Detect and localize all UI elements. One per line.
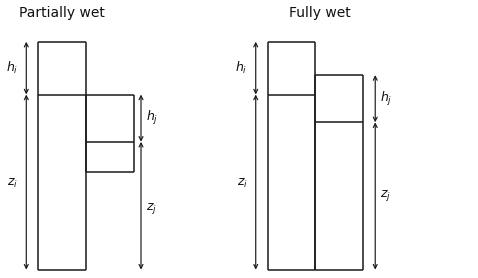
Text: Partially wet: Partially wet — [19, 6, 105, 19]
Text: $z_i$: $z_i$ — [7, 177, 18, 190]
Text: $h_i$: $h_i$ — [235, 60, 248, 76]
Text: $h_j$: $h_j$ — [146, 109, 158, 127]
Text: $h_j$: $h_j$ — [380, 90, 392, 108]
Text: $z_j$: $z_j$ — [380, 188, 391, 203]
Text: $h_i$: $h_i$ — [6, 60, 18, 76]
Text: $z_j$: $z_j$ — [146, 201, 157, 216]
Text: Fully wet: Fully wet — [289, 6, 351, 19]
Text: $z_i$: $z_i$ — [237, 177, 248, 190]
